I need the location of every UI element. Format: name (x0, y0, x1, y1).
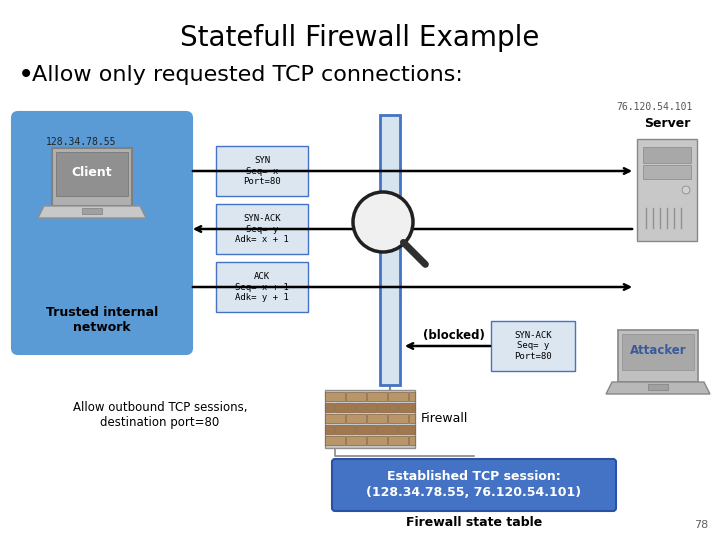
Text: 76.120.54.101: 76.120.54.101 (616, 102, 693, 112)
FancyBboxPatch shape (367, 436, 387, 445)
FancyBboxPatch shape (56, 152, 128, 196)
FancyBboxPatch shape (388, 392, 408, 401)
FancyBboxPatch shape (388, 414, 408, 423)
Polygon shape (606, 382, 710, 394)
FancyBboxPatch shape (648, 384, 668, 390)
FancyBboxPatch shape (637, 139, 697, 241)
FancyBboxPatch shape (325, 425, 334, 434)
FancyBboxPatch shape (409, 392, 415, 401)
Text: 78: 78 (694, 520, 708, 530)
FancyBboxPatch shape (356, 425, 376, 434)
FancyBboxPatch shape (380, 115, 400, 385)
FancyBboxPatch shape (409, 436, 415, 445)
Text: Firewall: Firewall (421, 413, 469, 426)
FancyBboxPatch shape (346, 436, 366, 445)
FancyBboxPatch shape (398, 403, 415, 412)
FancyBboxPatch shape (409, 414, 415, 423)
FancyBboxPatch shape (52, 148, 132, 206)
Text: Server: Server (644, 117, 690, 130)
Text: Firewall state table: Firewall state table (406, 516, 542, 529)
Text: Attacker: Attacker (630, 345, 686, 357)
FancyBboxPatch shape (332, 459, 616, 511)
FancyBboxPatch shape (643, 147, 691, 163)
Text: Established TCP session:: Established TCP session: (387, 469, 561, 483)
Text: 128.34.78.55: 128.34.78.55 (46, 137, 117, 147)
Text: Trusted internal
network: Trusted internal network (46, 306, 158, 334)
Text: (blocked): (blocked) (423, 329, 485, 342)
FancyBboxPatch shape (491, 321, 575, 371)
FancyBboxPatch shape (367, 414, 387, 423)
FancyBboxPatch shape (398, 425, 415, 434)
Text: (128.34.78.55, 76.120.54.101): (128.34.78.55, 76.120.54.101) (366, 485, 582, 498)
Text: SYN-ACK
Seq= y
Port=80: SYN-ACK Seq= y Port=80 (514, 331, 552, 361)
FancyBboxPatch shape (12, 112, 192, 354)
FancyBboxPatch shape (377, 425, 397, 434)
FancyBboxPatch shape (367, 392, 387, 401)
Text: •: • (18, 61, 35, 89)
Text: Statefull Firewall Example: Statefull Firewall Example (180, 24, 540, 52)
FancyBboxPatch shape (325, 392, 345, 401)
FancyBboxPatch shape (377, 403, 397, 412)
FancyBboxPatch shape (325, 403, 334, 412)
FancyBboxPatch shape (216, 146, 308, 196)
FancyBboxPatch shape (346, 414, 366, 423)
FancyBboxPatch shape (216, 204, 308, 254)
Text: Allow outbound TCP sessions,
destination port=80: Allow outbound TCP sessions, destination… (73, 401, 247, 429)
Circle shape (682, 186, 690, 194)
FancyBboxPatch shape (335, 425, 355, 434)
FancyBboxPatch shape (388, 436, 408, 445)
FancyBboxPatch shape (325, 436, 345, 445)
FancyBboxPatch shape (643, 165, 691, 179)
FancyBboxPatch shape (325, 390, 415, 448)
Text: Allow only requested TCP connections:: Allow only requested TCP connections: (32, 65, 463, 85)
FancyBboxPatch shape (346, 392, 366, 401)
Text: ACK
Seq= x + 1
Adk= y + 1: ACK Seq= x + 1 Adk= y + 1 (235, 272, 289, 302)
Text: Client: Client (72, 166, 112, 179)
FancyBboxPatch shape (216, 262, 308, 312)
FancyBboxPatch shape (82, 208, 102, 214)
Text: SYN-ACK
Seq= y
Adk= x + 1: SYN-ACK Seq= y Adk= x + 1 (235, 214, 289, 244)
FancyBboxPatch shape (356, 403, 376, 412)
FancyBboxPatch shape (335, 403, 355, 412)
FancyBboxPatch shape (618, 330, 698, 382)
Text: SYN
Seq= x
Port=80: SYN Seq= x Port=80 (243, 156, 281, 186)
FancyBboxPatch shape (325, 414, 345, 423)
Circle shape (353, 192, 413, 252)
Polygon shape (38, 206, 146, 218)
FancyBboxPatch shape (622, 334, 694, 370)
